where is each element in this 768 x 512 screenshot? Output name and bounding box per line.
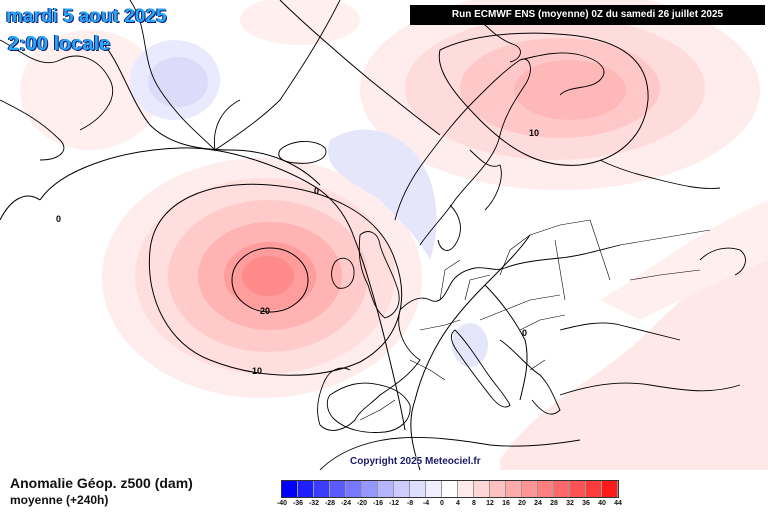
contour-label-0-italy: 0 bbox=[522, 328, 527, 338]
legend-tick-label: -4 bbox=[422, 500, 430, 507]
anomaly-positive-atlantic bbox=[102, 158, 422, 398]
contour-label-0-center: 0 bbox=[314, 186, 319, 196]
contour-label-10-low: 10 bbox=[252, 366, 262, 376]
contour-lines bbox=[0, 0, 649, 470]
legend-tick-label: 16 bbox=[502, 500, 510, 507]
legend-swatch bbox=[298, 481, 314, 497]
contour-label-20-low: 20 bbox=[260, 306, 270, 316]
anomaly-positive-greenland bbox=[20, 30, 160, 150]
anomaly-positive-top bbox=[240, 0, 360, 45]
forecast-time: 2:00 locale bbox=[8, 33, 111, 55]
legend-tick-label: -36 bbox=[292, 500, 304, 507]
anomaly-positive-southeast bbox=[500, 200, 768, 470]
contour-label-0-west: 0 bbox=[56, 214, 61, 224]
legend-swatch bbox=[458, 481, 474, 497]
legend-tick-label: -32 bbox=[308, 500, 320, 507]
legend-swatch bbox=[410, 481, 426, 497]
legend-swatch bbox=[490, 481, 506, 497]
legend-swatch bbox=[282, 481, 298, 497]
field-subtitle: moyenne (+240h) bbox=[10, 493, 109, 507]
copyright-notice: Copyright 2025 Meteociel.fr bbox=[350, 456, 481, 467]
legend-tick-label: 36 bbox=[582, 500, 590, 507]
legend-swatch bbox=[522, 481, 538, 497]
field-title: Anomalie Géop. z500 (dam) bbox=[10, 475, 193, 491]
contour-label-10-north: 10 bbox=[529, 128, 539, 138]
legend-swatch bbox=[474, 481, 490, 497]
legend-tick-label: -24 bbox=[340, 500, 352, 507]
legend-tick-label: -40 bbox=[276, 500, 288, 507]
legend-swatch bbox=[314, 481, 330, 497]
legend-tick-label: 28 bbox=[550, 500, 558, 507]
legend-swatch bbox=[554, 481, 570, 497]
legend-tick-label: 4 bbox=[456, 500, 460, 507]
legend-swatch bbox=[426, 481, 442, 497]
legend-swatch bbox=[506, 481, 522, 497]
legend-tick-label: 40 bbox=[598, 500, 606, 507]
anomaly-negative bbox=[130, 40, 488, 367]
legend-swatch bbox=[346, 481, 362, 497]
color-legend-labels: -40 -36 -32 -28 -24 -20 -16 -12 -8 -4 0 4 8 12 16 20 24 2… bbox=[277, 500, 622, 512]
legend-tick-label: -8 bbox=[406, 500, 414, 507]
legend-swatch bbox=[442, 481, 458, 497]
legend-tick-label: 0 bbox=[440, 500, 444, 507]
legend-tick-label: 44 bbox=[614, 500, 622, 507]
legend-swatch bbox=[538, 481, 554, 497]
run-info-banner: Run ECMWF ENS (moyenne) 0Z du samedi 26 … bbox=[410, 5, 765, 25]
legend-tick-label: -12 bbox=[388, 500, 400, 507]
legend-swatch bbox=[394, 481, 410, 497]
legend-tick-label: 8 bbox=[472, 500, 476, 507]
legend-swatch bbox=[586, 481, 602, 497]
legend-tick-label: 12 bbox=[486, 500, 494, 507]
legend-swatch bbox=[362, 481, 378, 497]
legend-swatch bbox=[378, 481, 394, 497]
legend-tick-label: 20 bbox=[518, 500, 526, 507]
legend-tick-label: -16 bbox=[372, 500, 384, 507]
color-legend-bar bbox=[281, 480, 619, 498]
legend-tick-label: -28 bbox=[324, 500, 336, 507]
legend-tick-label: -20 bbox=[356, 500, 368, 507]
legend-tick-label: 32 bbox=[566, 500, 574, 507]
legend-swatch bbox=[570, 481, 586, 497]
legend-swatch bbox=[602, 481, 618, 497]
legend-swatch bbox=[330, 481, 346, 497]
anomaly-map: 0 0 0 10 20 10 bbox=[0, 0, 768, 470]
forecast-date: mardi 5 aout 2025 bbox=[6, 6, 167, 27]
legend-tick-label: 24 bbox=[534, 500, 542, 507]
